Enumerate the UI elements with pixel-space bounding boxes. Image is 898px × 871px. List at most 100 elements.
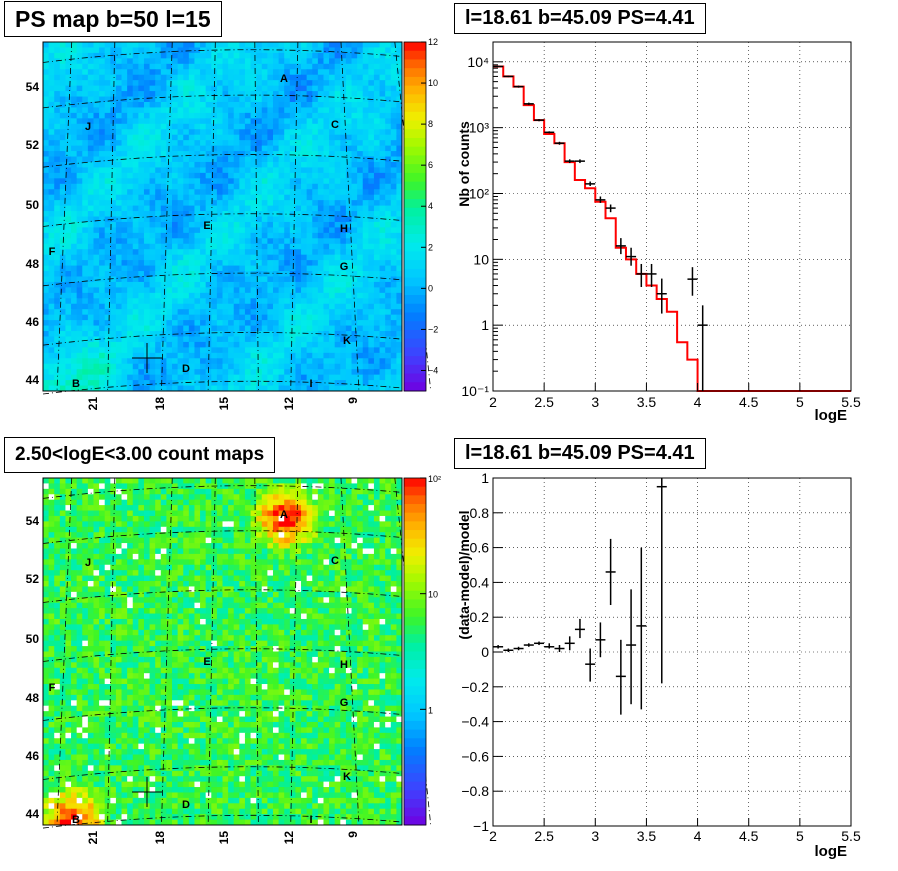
heatmap-cell (99, 151, 106, 158)
heatmap-cell (351, 216, 358, 223)
heatmap-cell (121, 85, 128, 92)
heatmap-cell (127, 243, 134, 250)
heatmap-cell (211, 183, 218, 190)
heatmap-cell (138, 510, 145, 517)
heatmap-cell (340, 358, 347, 365)
heatmap-cell (121, 189, 128, 196)
heatmap-cell (82, 178, 89, 185)
heatmap-cell (390, 336, 397, 343)
heatmap-cell (379, 112, 386, 119)
heatmap-cell (317, 287, 324, 294)
heatmap-cell (82, 341, 89, 348)
heatmap-cell (127, 543, 134, 549)
heatmap-cell (396, 134, 403, 141)
heatmap-cell (222, 172, 229, 179)
heatmap-cell (188, 101, 195, 108)
heatmap-cell (272, 320, 280, 327)
heatmap-cell (87, 309, 94, 316)
heatmap-cell (329, 96, 336, 103)
heatmap-cell (155, 331, 162, 337)
heatmap-cell (317, 63, 324, 70)
heatmap-cell (351, 260, 358, 267)
heatmap-cell (233, 254, 240, 261)
heatmap-cell (340, 101, 347, 108)
heatmap-cell (345, 151, 353, 158)
heatmap-cell (115, 123, 123, 130)
heatmap-cell (351, 363, 358, 370)
heatmap-cell (351, 369, 358, 376)
heatmap-cell (54, 281, 61, 288)
heatmap-cell (87, 243, 94, 250)
heatmap-cell (188, 91, 195, 98)
heatmap-cell (385, 58, 392, 65)
heatmap-cell (228, 314, 235, 321)
heatmap-cell (132, 227, 139, 234)
heatmap-cell (261, 129, 268, 136)
heatmap-cell (110, 374, 117, 381)
heatmap-cell (385, 494, 392, 501)
heatmap-cell (278, 69, 285, 76)
heatmap-cell (216, 134, 223, 141)
heatmap-cell (138, 140, 145, 147)
heatmap-cell (43, 331, 50, 337)
heatmap-cell (334, 172, 341, 179)
heatmap-cell (317, 276, 324, 283)
heatmap-cell (177, 515, 184, 522)
heatmap-cell (127, 265, 134, 272)
heatmap-cell (373, 107, 381, 114)
heatmap-cell (71, 58, 78, 65)
heatmap-cell (351, 232, 358, 239)
heatmap-cell (284, 320, 291, 327)
heatmap-cell (205, 145, 212, 152)
heatmap-cell (121, 178, 128, 185)
heatmap-cell (59, 478, 66, 484)
heatmap-cell (345, 380, 353, 387)
heatmap-cell (216, 85, 223, 92)
heatmap-cell (317, 537, 324, 544)
heatmap-cell (373, 483, 381, 490)
heatmap-cell (194, 101, 201, 108)
heatmap-cell (239, 298, 246, 305)
heatmap-cell (278, 112, 285, 119)
heatmap-cell (396, 505, 403, 512)
heatmap-cell (200, 101, 207, 108)
heatmap-cell (244, 151, 252, 158)
heatmap-cell (177, 347, 184, 354)
heatmap-cell (200, 161, 207, 168)
heatmap-cell (357, 74, 364, 81)
heatmap-cell (132, 309, 139, 316)
heatmap-cell (306, 537, 313, 544)
heatmap-cell (278, 123, 285, 130)
heatmap-cell (340, 320, 347, 327)
heatmap-cell (362, 347, 369, 354)
heatmap-cell (172, 281, 179, 288)
heatmap-cell (149, 374, 156, 381)
heatmap-cell (155, 385, 162, 392)
heatmap-cell (71, 537, 78, 544)
heatmap-cell (71, 521, 78, 528)
heatmap-cell (239, 380, 246, 387)
heatmap-cell (59, 532, 66, 539)
heatmap-cell (228, 380, 235, 387)
heatmap-cell (239, 260, 246, 267)
heatmap-cell (43, 112, 50, 119)
heatmap-cell (71, 42, 78, 48)
heatmap-cell (261, 123, 268, 130)
heatmap-cell (244, 167, 252, 174)
heatmap-cell (155, 232, 162, 239)
heatmap-cell (379, 47, 386, 54)
heatmap-cell (188, 347, 195, 354)
heatmap-cell (76, 161, 83, 168)
heatmap-cell (357, 254, 364, 261)
heatmap-cell (272, 221, 280, 228)
heatmap-cell (329, 63, 336, 70)
heatmap-cell (194, 314, 201, 321)
heatmap-cell (65, 58, 72, 65)
heatmap-cell (59, 292, 66, 299)
heatmap-cell (385, 249, 392, 256)
heatmap-cell (43, 63, 50, 70)
heatmap-cell (65, 172, 72, 179)
heatmap-cell (149, 347, 156, 354)
heatmap-cell (329, 369, 336, 376)
